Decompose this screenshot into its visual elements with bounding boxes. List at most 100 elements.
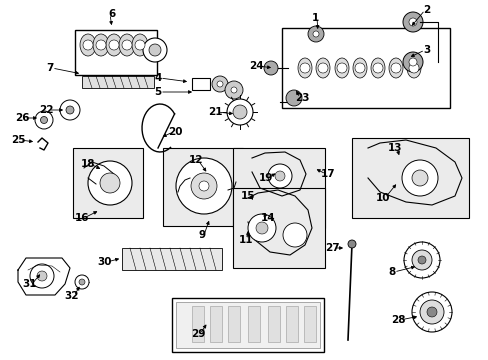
Circle shape bbox=[426, 307, 436, 317]
Bar bbox=[122, 248, 222, 270]
Circle shape bbox=[212, 76, 227, 92]
Ellipse shape bbox=[315, 58, 329, 78]
Circle shape bbox=[79, 279, 85, 285]
Circle shape bbox=[226, 99, 252, 125]
Bar bbox=[209, 306, 222, 342]
Text: 23: 23 bbox=[294, 93, 308, 103]
Circle shape bbox=[191, 173, 217, 199]
Text: 20: 20 bbox=[167, 127, 182, 137]
Circle shape bbox=[75, 275, 89, 289]
Text: 15: 15 bbox=[240, 191, 255, 201]
Text: 27: 27 bbox=[324, 243, 339, 253]
Text: 18: 18 bbox=[81, 159, 95, 169]
Circle shape bbox=[60, 100, 80, 120]
Circle shape bbox=[403, 242, 439, 278]
Circle shape bbox=[408, 58, 416, 66]
Text: 2: 2 bbox=[423, 5, 430, 15]
Circle shape bbox=[122, 40, 132, 50]
Bar bbox=[172, 298, 324, 352]
Circle shape bbox=[283, 223, 306, 247]
Text: 8: 8 bbox=[387, 267, 395, 277]
Circle shape bbox=[37, 271, 47, 281]
Circle shape bbox=[402, 52, 422, 72]
Bar bbox=[192, 78, 209, 90]
Circle shape bbox=[390, 63, 400, 73]
Ellipse shape bbox=[334, 58, 348, 78]
Bar bbox=[285, 306, 297, 342]
Text: 22: 22 bbox=[39, 105, 53, 115]
Circle shape bbox=[285, 90, 302, 106]
Text: 9: 9 bbox=[198, 230, 205, 240]
Circle shape bbox=[307, 26, 324, 42]
Text: 19: 19 bbox=[258, 173, 273, 183]
Circle shape bbox=[230, 87, 237, 93]
Circle shape bbox=[176, 158, 231, 214]
Circle shape bbox=[83, 40, 93, 50]
Bar bbox=[304, 306, 315, 342]
Circle shape bbox=[35, 111, 53, 129]
Circle shape bbox=[149, 44, 161, 56]
Circle shape bbox=[274, 171, 285, 181]
Ellipse shape bbox=[80, 34, 96, 56]
Circle shape bbox=[401, 160, 437, 196]
Text: 10: 10 bbox=[375, 193, 389, 203]
Circle shape bbox=[299, 63, 309, 73]
Circle shape bbox=[419, 300, 443, 324]
Circle shape bbox=[411, 250, 431, 270]
Circle shape bbox=[312, 31, 318, 37]
Text: 29: 29 bbox=[190, 329, 205, 339]
Circle shape bbox=[96, 40, 106, 50]
Ellipse shape bbox=[93, 34, 109, 56]
Circle shape bbox=[109, 40, 119, 50]
Text: 32: 32 bbox=[64, 291, 79, 301]
Circle shape bbox=[336, 63, 346, 73]
Ellipse shape bbox=[297, 58, 311, 78]
Ellipse shape bbox=[106, 34, 122, 56]
Text: 16: 16 bbox=[75, 213, 89, 223]
Circle shape bbox=[402, 12, 422, 32]
Circle shape bbox=[256, 222, 267, 234]
Text: 17: 17 bbox=[320, 169, 335, 179]
Bar bbox=[163, 148, 243, 226]
Text: 24: 24 bbox=[248, 61, 263, 71]
Ellipse shape bbox=[132, 34, 148, 56]
Text: 31: 31 bbox=[23, 279, 37, 289]
Ellipse shape bbox=[370, 58, 384, 78]
Circle shape bbox=[41, 117, 47, 123]
Circle shape bbox=[264, 61, 278, 75]
Circle shape bbox=[232, 105, 246, 119]
Text: 5: 5 bbox=[154, 87, 162, 97]
Circle shape bbox=[135, 40, 145, 50]
Circle shape bbox=[354, 63, 364, 73]
Text: 3: 3 bbox=[423, 45, 430, 55]
Circle shape bbox=[267, 164, 291, 188]
Bar bbox=[247, 306, 260, 342]
Ellipse shape bbox=[352, 58, 366, 78]
Text: 11: 11 bbox=[238, 235, 253, 245]
Text: 25: 25 bbox=[11, 135, 25, 145]
Bar bbox=[73, 148, 142, 218]
Text: 7: 7 bbox=[46, 63, 54, 73]
Ellipse shape bbox=[406, 58, 420, 78]
Bar bbox=[192, 306, 203, 342]
Bar bbox=[351, 138, 468, 218]
Bar bbox=[232, 188, 325, 268]
Text: 21: 21 bbox=[207, 107, 222, 117]
Bar bbox=[282, 28, 449, 108]
Ellipse shape bbox=[388, 58, 402, 78]
Ellipse shape bbox=[119, 34, 135, 56]
Circle shape bbox=[411, 292, 451, 332]
Circle shape bbox=[224, 81, 243, 99]
Circle shape bbox=[408, 63, 418, 73]
Text: 4: 4 bbox=[154, 73, 162, 83]
Text: 28: 28 bbox=[390, 315, 405, 325]
Text: 14: 14 bbox=[260, 213, 275, 223]
Circle shape bbox=[317, 63, 327, 73]
Text: 30: 30 bbox=[98, 257, 112, 267]
Circle shape bbox=[411, 170, 427, 186]
Circle shape bbox=[347, 240, 355, 248]
Circle shape bbox=[66, 106, 74, 114]
Text: 13: 13 bbox=[387, 143, 402, 153]
Bar bbox=[267, 306, 280, 342]
Text: 1: 1 bbox=[311, 13, 318, 23]
